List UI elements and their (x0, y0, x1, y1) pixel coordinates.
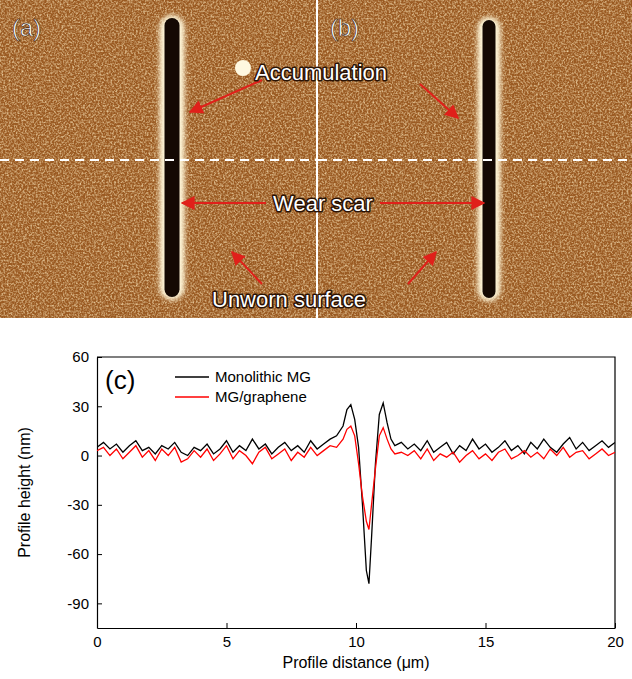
tick-label: 5 (223, 633, 231, 650)
axis-line (98, 628, 616, 629)
tick: 10 (348, 623, 365, 650)
axis-title: Profile distance (μm) (282, 654, 429, 671)
surface-texture (318, 0, 632, 318)
surface-texture (0, 0, 316, 318)
arrow (182, 202, 266, 204)
tick-mark (97, 505, 102, 506)
tick: 5 (223, 623, 231, 650)
tick-label: -90 (67, 595, 89, 612)
tick-mark (97, 406, 102, 407)
afm-image (0, 0, 316, 318)
x-axis: 0 5 10 15 20 (93, 623, 624, 650)
legend-label: Monolithic MG (215, 368, 311, 385)
tick-mark (356, 623, 357, 628)
arrow (190, 80, 262, 112)
annotation: Wear scar (273, 191, 373, 216)
tick-label: 10 (348, 633, 365, 650)
arrow (232, 252, 262, 284)
tick-label: 0 (93, 633, 101, 650)
legend: Monolithic MG MG/graphene (175, 368, 311, 405)
panel-label: (b) (330, 14, 359, 41)
legend-swatch (175, 396, 209, 398)
panel-divider (316, 0, 318, 318)
panel-label: (a) (12, 14, 41, 41)
axis-line (97, 358, 98, 629)
surface (318, 0, 632, 318)
legend-swatch (175, 376, 209, 378)
panel-label: (c) (105, 365, 135, 395)
tick-label: 15 (478, 633, 495, 650)
arrow (420, 84, 458, 118)
particle (235, 60, 251, 76)
tick: -90 (67, 595, 102, 612)
tick-mark (227, 623, 228, 628)
profile-line (0, 159, 316, 161)
tick-label: 0 (81, 447, 89, 464)
plot-area (97, 403, 615, 584)
figure: (a) (b) Accumulation Wear scar Unworn surfac… (0, 0, 632, 679)
axis-title: Profile height (nm) (16, 427, 33, 558)
tick-mark (97, 554, 102, 555)
annotation: Unworn surface (212, 287, 366, 312)
plot-frame (97, 357, 615, 628)
legend-label: MG/graphene (215, 388, 307, 405)
tick-label: 30 (72, 398, 89, 415)
tick-mark (97, 603, 102, 604)
accumulation-rim (160, 15, 185, 300)
tick-label: 60 (72, 348, 89, 365)
arrow (408, 252, 436, 284)
y-axis: -90 -60 -30 0 30 60 (67, 348, 102, 628)
series-line (97, 403, 615, 584)
tick-mark (97, 456, 102, 457)
series-line (97, 426, 615, 529)
surface (0, 0, 316, 318)
annotation: Accumulation (255, 60, 387, 85)
tick: 15 (478, 623, 495, 650)
afm-image (318, 0, 632, 318)
tick-label: 20 (607, 633, 624, 650)
tick: -60 (67, 545, 102, 562)
arrow (380, 202, 484, 204)
tick-label: -30 (67, 496, 89, 513)
profile-line (318, 159, 632, 161)
tick: 30 (72, 398, 102, 415)
tick-label: -60 (67, 545, 89, 562)
tick: -30 (67, 496, 102, 513)
wear-scar (165, 18, 180, 297)
tick-mark (486, 623, 487, 628)
